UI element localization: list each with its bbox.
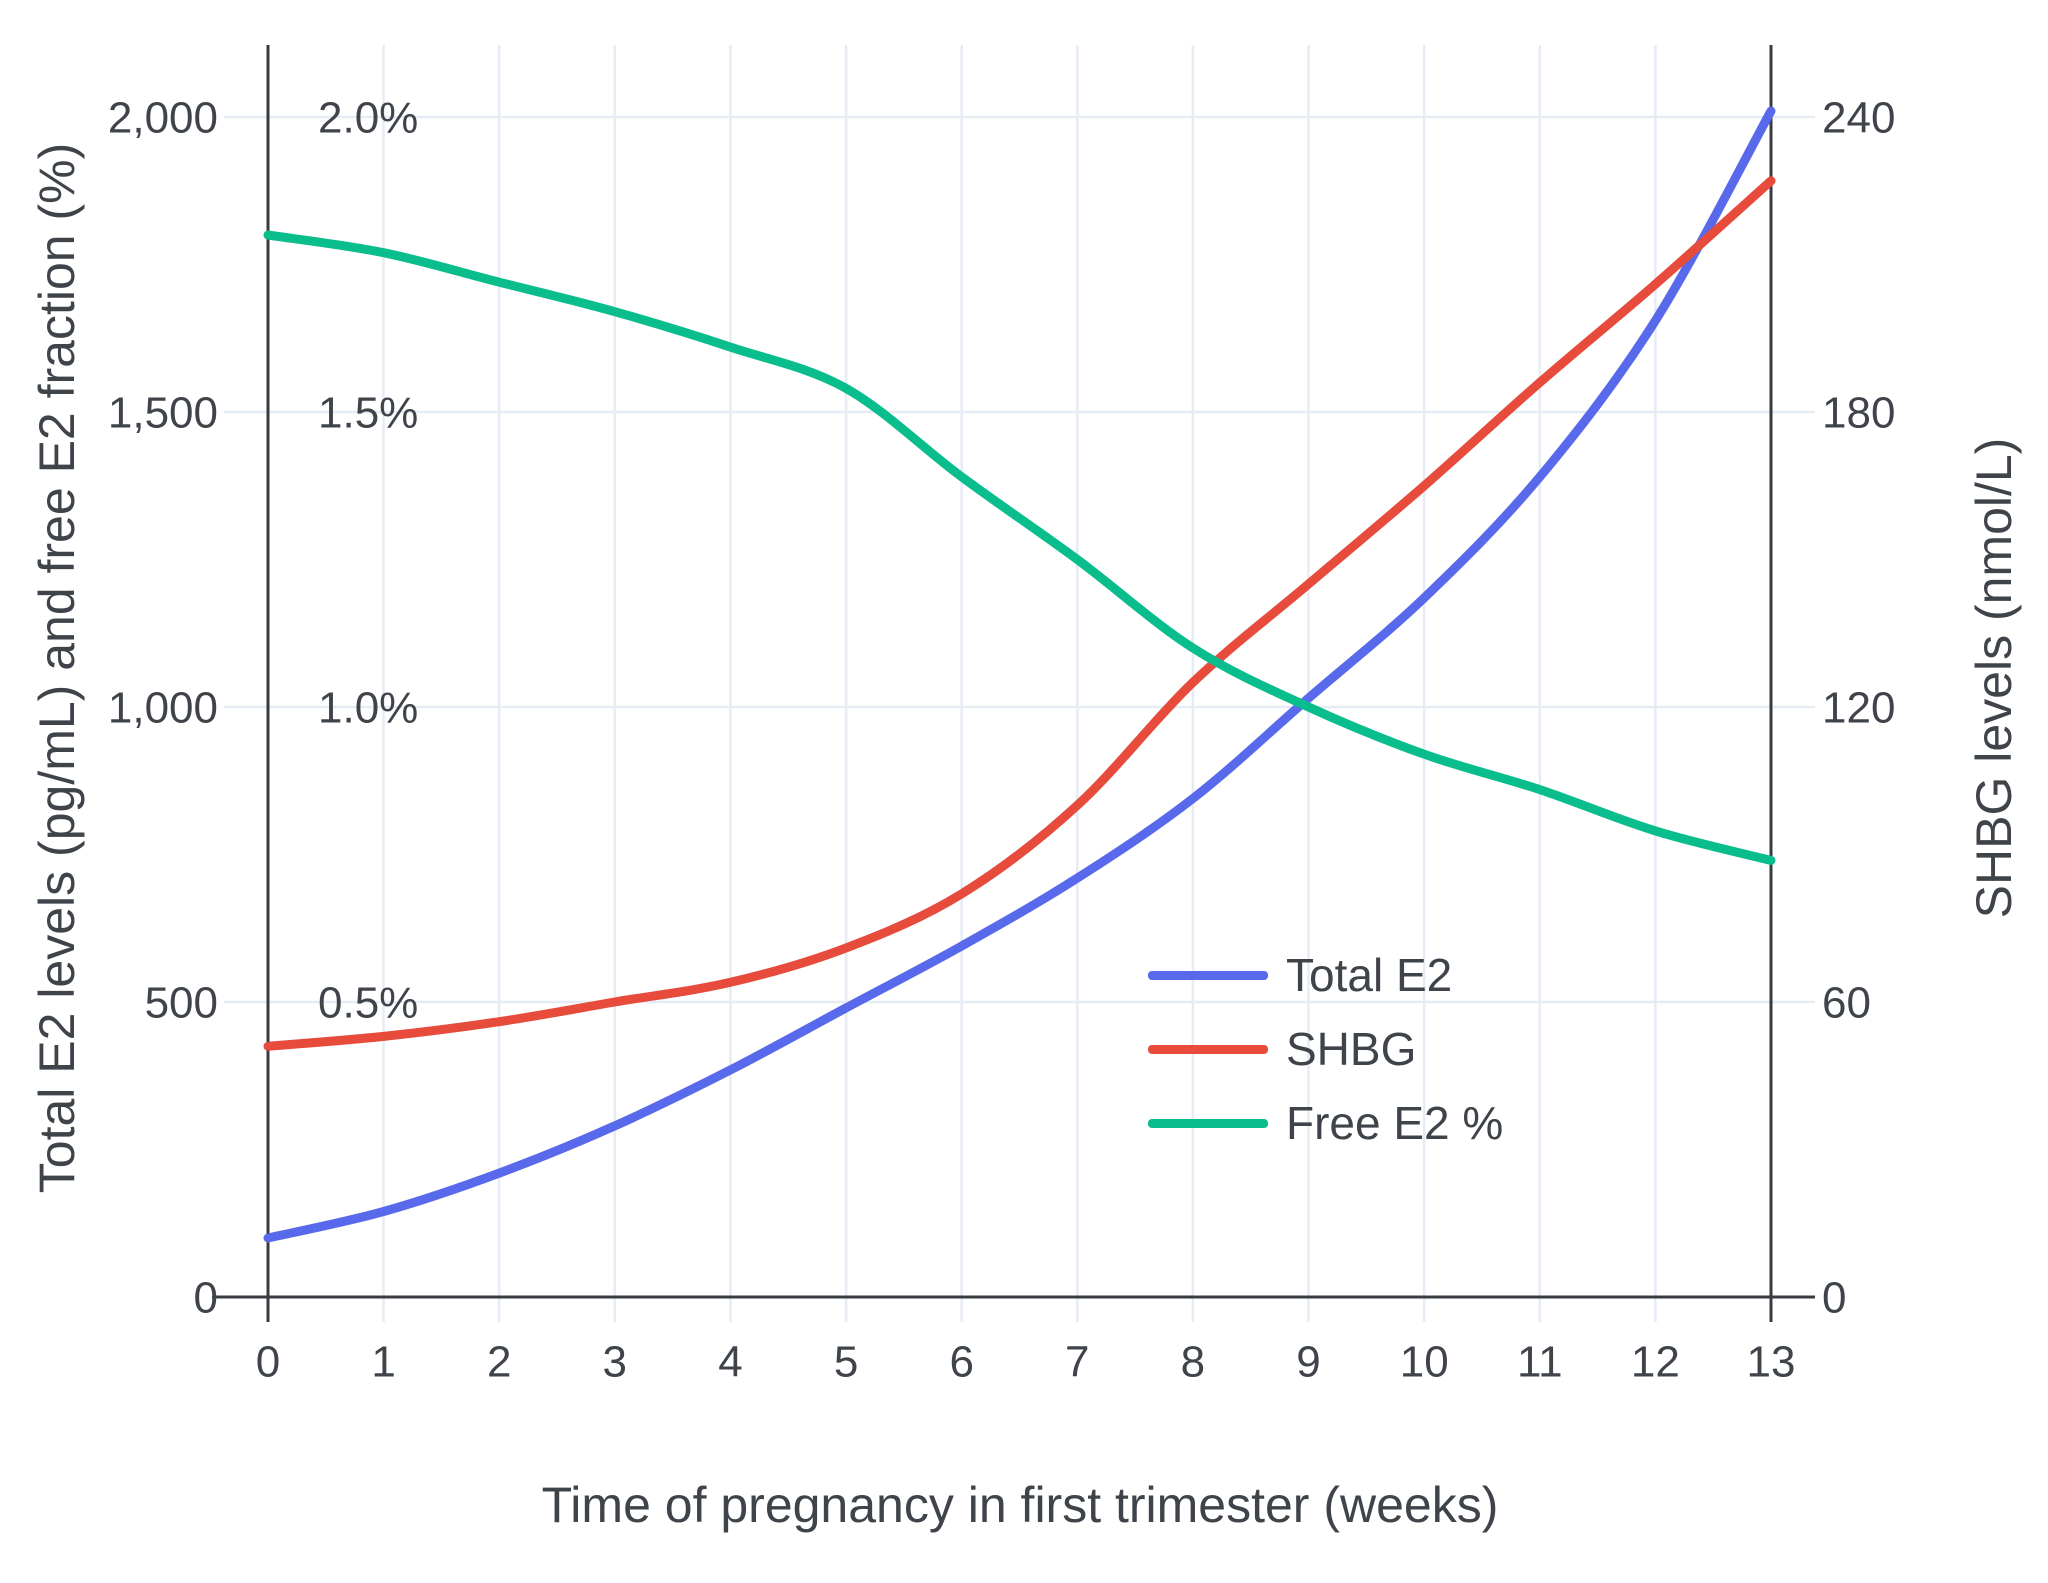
y-left-tick-label: 500: [145, 978, 218, 1027]
x-tick-label: 11: [1517, 1337, 1563, 1386]
y-axis-right-title: SHBG levels (nmol/L): [1966, 437, 2022, 919]
legend-item-total-e2[interactable]: Total E2: [1148, 938, 1503, 1012]
x-axis-title: Time of pregnancy in first trimester (we…: [541, 1477, 1499, 1533]
y-right-tick-label: 0: [1822, 1273, 1846, 1322]
x-tick-label: 12: [1631, 1337, 1680, 1386]
y-axis-left-title: Total E2 levels (pg/mL) and free E2 frac…: [29, 142, 85, 1194]
x-tick-label: 0: [256, 1337, 280, 1386]
legend: Total E2 SHBG Free E2 %: [1148, 938, 1503, 1160]
legend-swatch-free-e2-pct: [1148, 1118, 1268, 1128]
total-e2-line: [263, 106, 1776, 1243]
y-right-tick-label: 180: [1822, 388, 1895, 437]
x-tick-label: 9: [1296, 1337, 1320, 1386]
y-right-tick-label: 120: [1822, 683, 1895, 732]
y-left-tick-label: 1,500: [108, 388, 218, 437]
x-tick-label: 1: [371, 1337, 395, 1386]
y-percent-tick-label: 2.0%: [318, 93, 418, 142]
y-percent-tick-label: 1.0%: [318, 683, 418, 732]
y-right-tick-label: 240: [1822, 93, 1895, 142]
x-tick-label: 8: [1181, 1337, 1205, 1386]
legend-label: Free E2 %: [1286, 1097, 1504, 1149]
legend-swatch-shbg: [1148, 1044, 1268, 1054]
y-percent-tick-label: 1.5%: [318, 388, 418, 437]
x-tick-label: 5: [834, 1337, 858, 1386]
legend-swatch-total-e2: [1148, 970, 1268, 980]
x-tick-label: 13: [1747, 1337, 1796, 1386]
x-tick-label: 3: [603, 1337, 627, 1386]
y-left-tick-label: 2,000: [108, 93, 218, 142]
y-percent-tick-label: 0.5%: [318, 978, 418, 1027]
legend-item-free-e2-pct[interactable]: Free E2 %: [1148, 1086, 1503, 1160]
free-e2-pct-line: [263, 230, 1776, 865]
x-tick-label: 10: [1400, 1337, 1449, 1386]
legend-label: SHBG: [1286, 1023, 1417, 1075]
shbg-line: [263, 176, 1776, 1051]
y-left-tick-label: 0: [194, 1273, 218, 1322]
x-tick-label: 6: [949, 1337, 973, 1386]
legend-item-shbg[interactable]: SHBG: [1148, 1012, 1503, 1086]
x-tick-label: 4: [718, 1337, 742, 1386]
y-right-tick-label: 60: [1822, 978, 1871, 1027]
legend-label: Total E2: [1286, 949, 1453, 1001]
x-tick-label: 2: [487, 1337, 511, 1386]
x-tick-label: 7: [1065, 1337, 1089, 1386]
y-left-tick-label: 1,000: [108, 683, 218, 732]
